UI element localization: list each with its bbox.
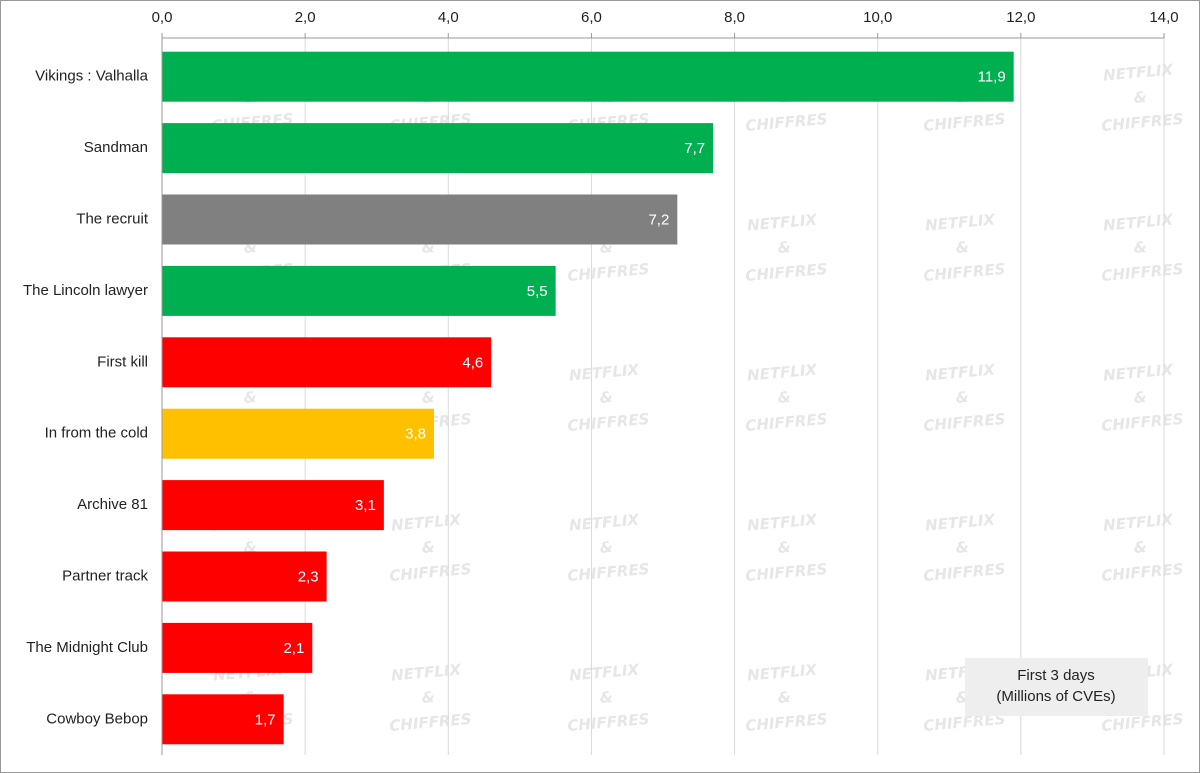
watermark-text: & <box>777 238 792 257</box>
y-tick-label: Vikings : Valhalla <box>35 68 149 85</box>
watermark-text: & <box>421 538 436 557</box>
x-tick-label: 2,0 <box>295 9 316 26</box>
annotation: First 3 days <box>1017 667 1095 684</box>
bar <box>162 51 1014 102</box>
y-tick-label: First kill <box>97 353 148 370</box>
value-label: 4,6 <box>462 354 483 371</box>
watermark-text: & <box>955 238 970 257</box>
y-tick-label: The recruit <box>76 210 149 227</box>
y-tick-label: Archive 81 <box>77 496 148 513</box>
watermark-text: & <box>243 388 258 407</box>
y-tick-label: The Midnight Club <box>26 639 148 656</box>
bar <box>162 194 678 245</box>
bar <box>162 337 492 388</box>
bar <box>162 408 434 459</box>
value-label: 11,9 <box>978 69 1006 86</box>
watermark-text: & <box>421 388 436 407</box>
watermark-text: & <box>955 538 970 557</box>
x-tick-label: 6,0 <box>581 9 602 26</box>
y-tick-label: Sandman <box>84 139 148 156</box>
watermark-text: & <box>1133 88 1148 107</box>
x-tick-label: 0,0 <box>152 9 173 26</box>
annotation: (Millions of CVEs) <box>996 688 1115 705</box>
value-label: 7,7 <box>684 140 705 157</box>
x-tick-label: 4,0 <box>438 9 459 26</box>
y-tick-label: The Lincoln lawyer <box>23 282 148 299</box>
watermark-text: & <box>599 388 614 407</box>
watermark-text: & <box>1133 388 1148 407</box>
value-label: 7,2 <box>648 211 669 228</box>
bar <box>162 622 313 673</box>
bar <box>162 694 284 745</box>
value-label: 3,1 <box>355 497 376 514</box>
watermark-text: & <box>777 538 792 557</box>
bar <box>162 265 556 316</box>
bar <box>162 551 327 602</box>
watermark-text: & <box>777 388 792 407</box>
value-label: 2,3 <box>298 568 319 585</box>
x-tick-label: 10,0 <box>863 9 892 26</box>
x-tick-label: 12,0 <box>1006 9 1035 26</box>
y-tick-label: In from the cold <box>45 425 148 442</box>
value-label: 2,1 <box>283 640 304 657</box>
bars: Vikings : Valhalla 11,9 Sandman 7,7 The recr… <box>23 38 1014 755</box>
bar <box>162 480 384 531</box>
value-label: 5,5 <box>527 283 548 300</box>
annotation-box <box>965 658 1148 716</box>
y-tick-label: Partner track <box>62 567 148 584</box>
bar <box>162 123 714 174</box>
value-label: 3,8 <box>405 426 426 443</box>
watermark-text: & <box>1133 538 1148 557</box>
value-label: 1,7 <box>255 711 276 728</box>
watermark-text: & <box>421 688 436 707</box>
watermark-text: & <box>777 688 792 707</box>
y-tick-label: Cowboy Bebop <box>46 710 148 727</box>
watermark-text: & <box>599 538 614 557</box>
watermark-text: & <box>599 688 614 707</box>
watermark-text: & <box>1133 238 1148 257</box>
x-tick-label: 14,0 <box>1149 9 1178 26</box>
watermark-text: & <box>955 388 970 407</box>
x-tick-label: 8,0 <box>724 9 745 26</box>
